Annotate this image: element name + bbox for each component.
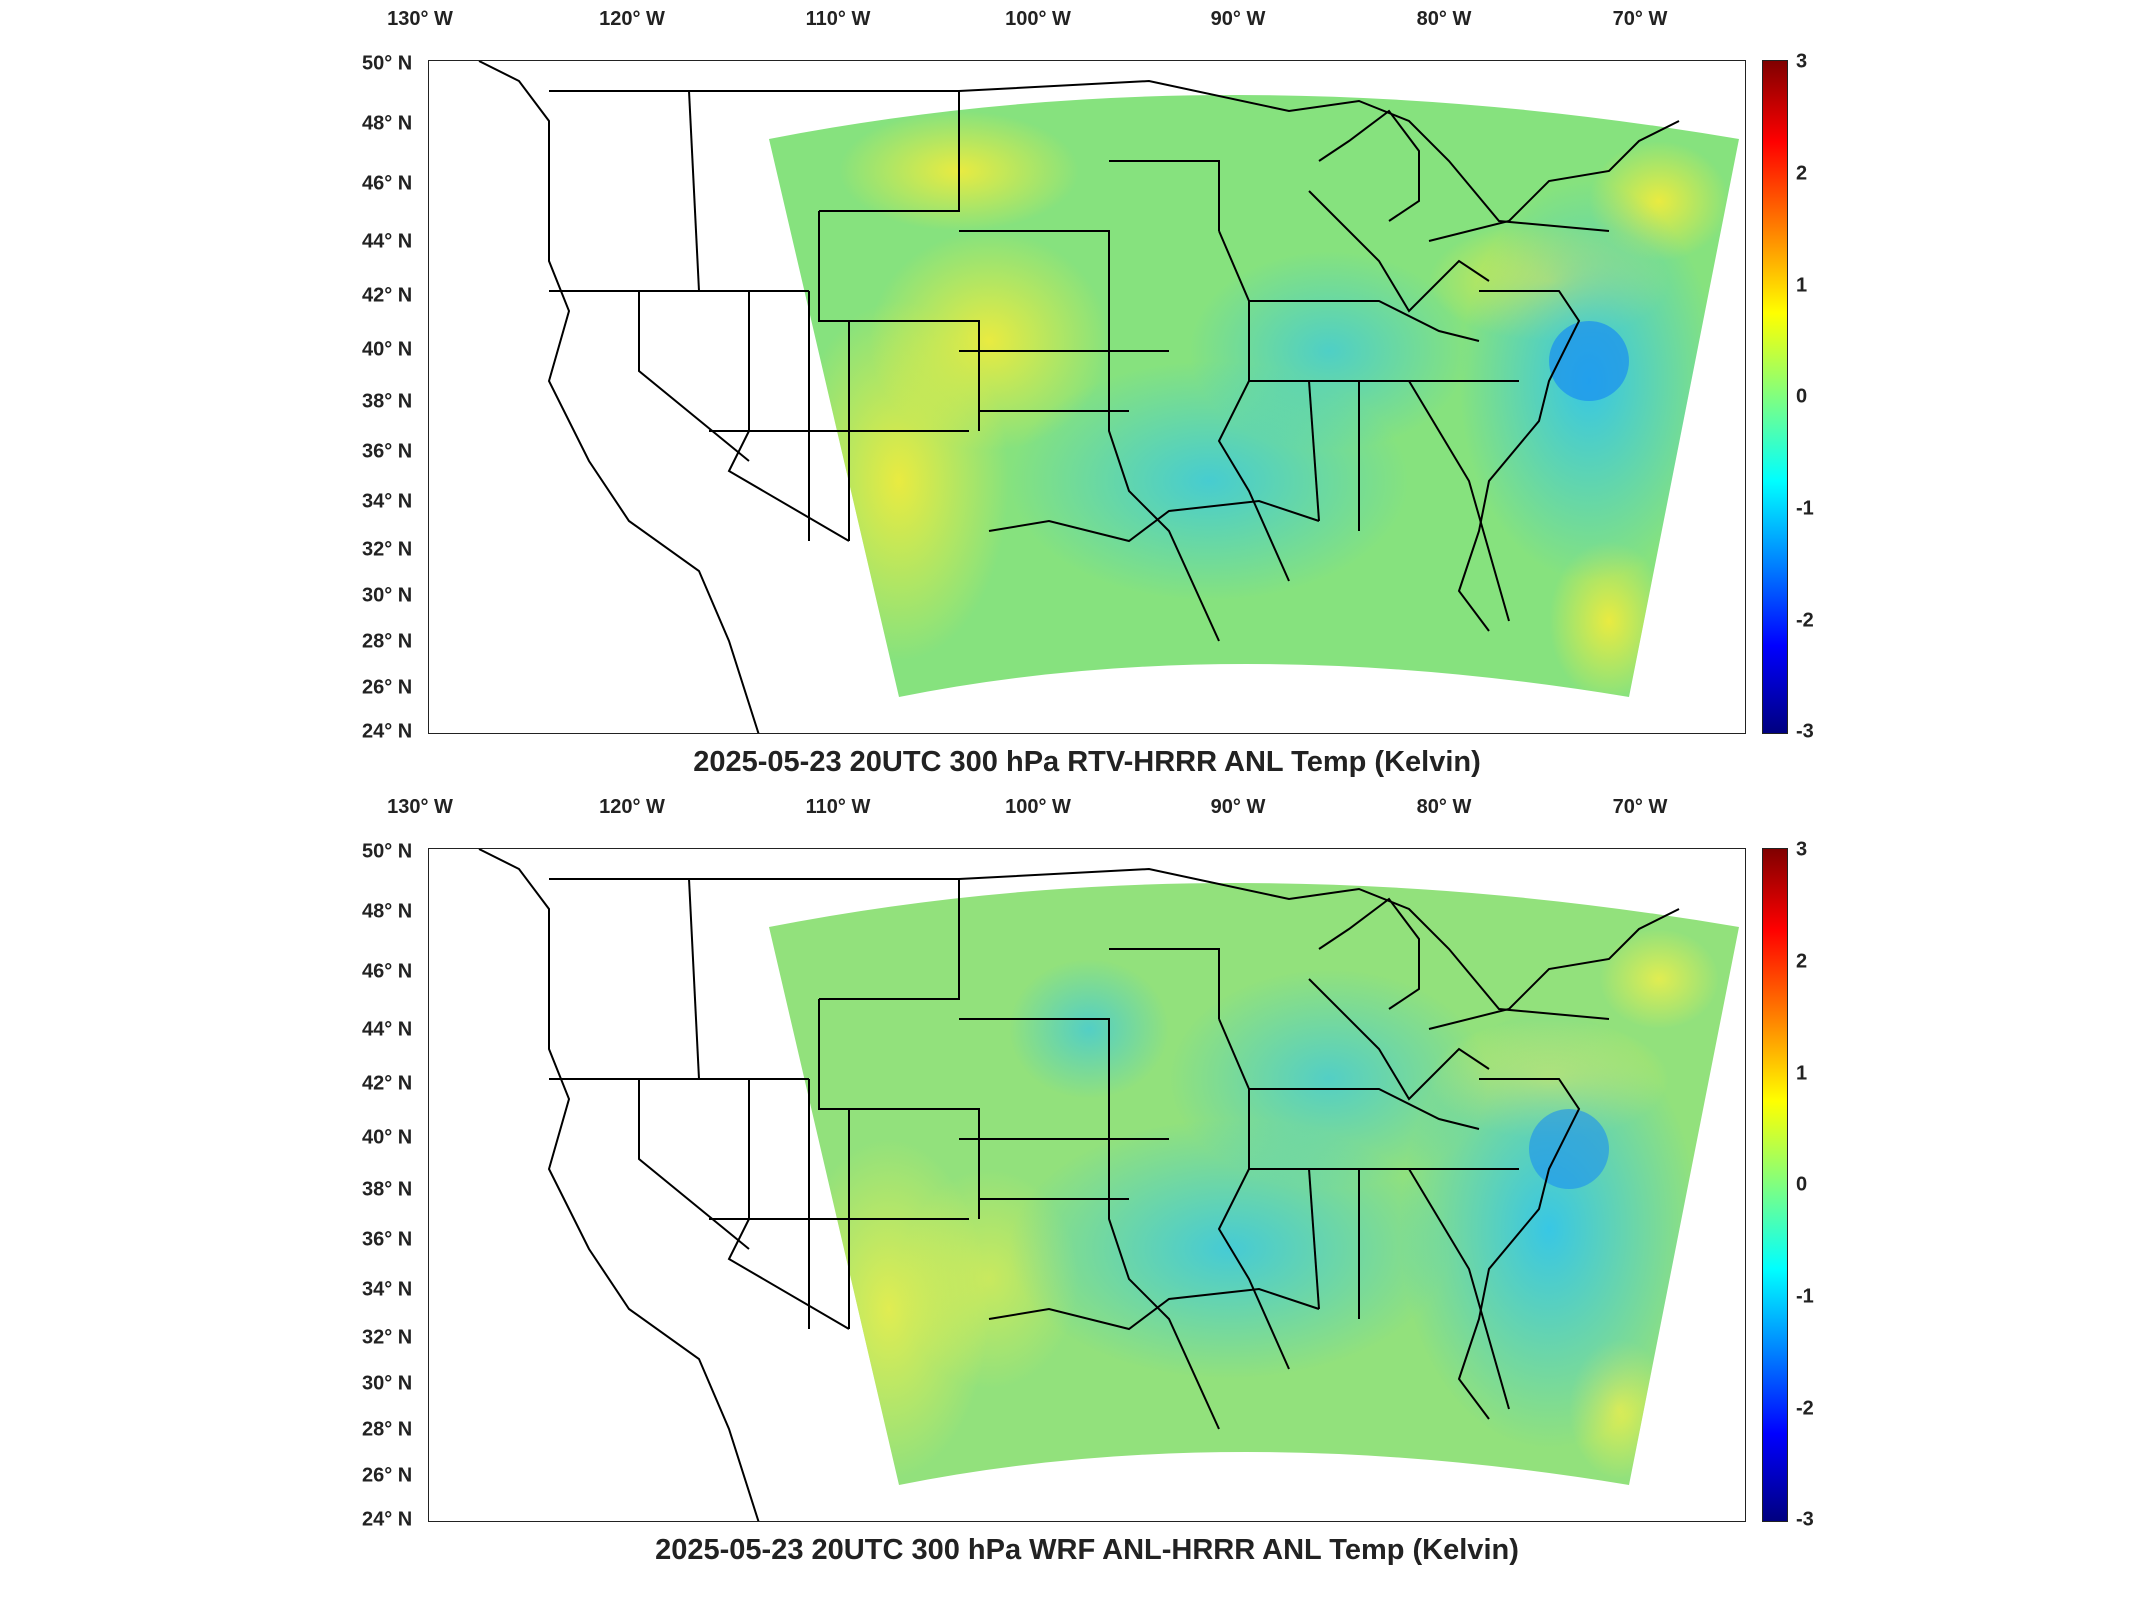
lat-tick: 28° N: [362, 1418, 413, 1441]
map-panel-top: 130° W 120° W 110° W 100° W 90° W 80° W …: [362, 8, 1814, 778]
lat-tick: 42° N: [362, 1072, 413, 1095]
lon-tick: 120° W: [599, 8, 665, 30]
map-frame: [428, 60, 1746, 734]
colorbar-tick: -3: [1796, 1508, 1814, 1531]
lat-tick: 48° N: [362, 112, 413, 135]
colorbar: [1762, 848, 1788, 1522]
lat-tick: 50° N: [362, 52, 413, 75]
colorbar-tick: -2: [1796, 609, 1814, 632]
lon-tick: 80° W: [1416, 8, 1472, 30]
lat-tick: 38° N: [362, 1178, 413, 1201]
colorbar-tick: 0: [1796, 385, 1808, 408]
lat-tick: 42° N: [362, 284, 413, 307]
lon-tick: 90° W: [1210, 796, 1266, 818]
lat-tick: 38° N: [362, 390, 413, 413]
lat-tick: 44° N: [362, 230, 413, 253]
lat-tick: 28° N: [362, 630, 413, 653]
colorbar-tick: 0: [1796, 1173, 1808, 1196]
map-title: 2025-05-23 20UTC 300 hPa RTV-HRRR ANL Te…: [693, 746, 1481, 778]
lat-tick: 24° N: [362, 720, 413, 743]
lat-tick: 40° N: [362, 338, 413, 361]
colorbar-tick: 3: [1796, 838, 1808, 861]
lat-tick: 40° N: [362, 1126, 413, 1149]
lat-tick: 32° N: [362, 1326, 413, 1349]
field-anomalies: [789, 929, 1719, 1479]
map-panel-bottom: 130° W 120° W 110° W 100° W 90° W 80° W …: [0, 788, 2133, 1588]
lon-tick: 80° W: [1416, 796, 1472, 818]
lat-tick: 36° N: [362, 1228, 413, 1251]
lon-tick: 100° W: [1005, 796, 1071, 818]
colorbar: [1762, 60, 1788, 734]
colorbar-tick: 1: [1796, 1062, 1808, 1085]
colorbar-tick: -3: [1796, 720, 1814, 743]
colorbar-tick: 2: [1796, 950, 1808, 973]
colorbar-tick: -1: [1796, 497, 1814, 520]
lat-tick: 26° N: [362, 676, 413, 699]
lat-tick: 26° N: [362, 1464, 413, 1487]
lat-tick: 46° N: [362, 172, 413, 195]
boundaries: [478, 61, 1680, 733]
lon-tick: 130° W: [387, 796, 453, 818]
lat-tick: 44° N: [362, 1018, 413, 1041]
lat-tick: 30° N: [362, 1372, 413, 1395]
lat-tick: 46° N: [362, 960, 413, 983]
lon-tick: 110° W: [805, 8, 871, 30]
lon-tick: 100° W: [1005, 8, 1071, 30]
lat-tick: 30° N: [362, 584, 413, 607]
lat-tick: 34° N: [362, 1278, 413, 1301]
colorbar-tick: 2: [1796, 162, 1808, 185]
lat-tick: 48° N: [362, 900, 413, 923]
boundaries: [478, 849, 1680, 1521]
lat-tick: 34° N: [362, 490, 413, 513]
lon-tick: 70° W: [1612, 796, 1668, 818]
lat-tick: 36° N: [362, 440, 413, 463]
colorbar-tick: 1: [1796, 274, 1808, 297]
map-title: 2025-05-23 20UTC 300 hPa WRF ANL-HRRR AN…: [655, 1534, 1519, 1566]
map-svg: [478, 849, 1739, 1521]
colorbar-tick: 3: [1796, 50, 1808, 73]
lat-tick: 24° N: [362, 1508, 413, 1531]
lon-tick: 120° W: [599, 796, 665, 818]
map-frame: [428, 848, 1746, 1522]
colorbar-tick: -1: [1796, 1285, 1814, 1308]
lon-tick: 90° W: [1210, 8, 1266, 30]
lon-tick: 110° W: [805, 796, 871, 818]
lat-tick: 32° N: [362, 538, 413, 561]
colorbar-tick: -2: [1796, 1397, 1814, 1420]
lat-tick: 50° N: [362, 840, 413, 863]
lon-tick: 130° W: [387, 8, 453, 30]
lon-tick: 70° W: [1612, 8, 1668, 30]
map-svg: [478, 61, 1739, 733]
